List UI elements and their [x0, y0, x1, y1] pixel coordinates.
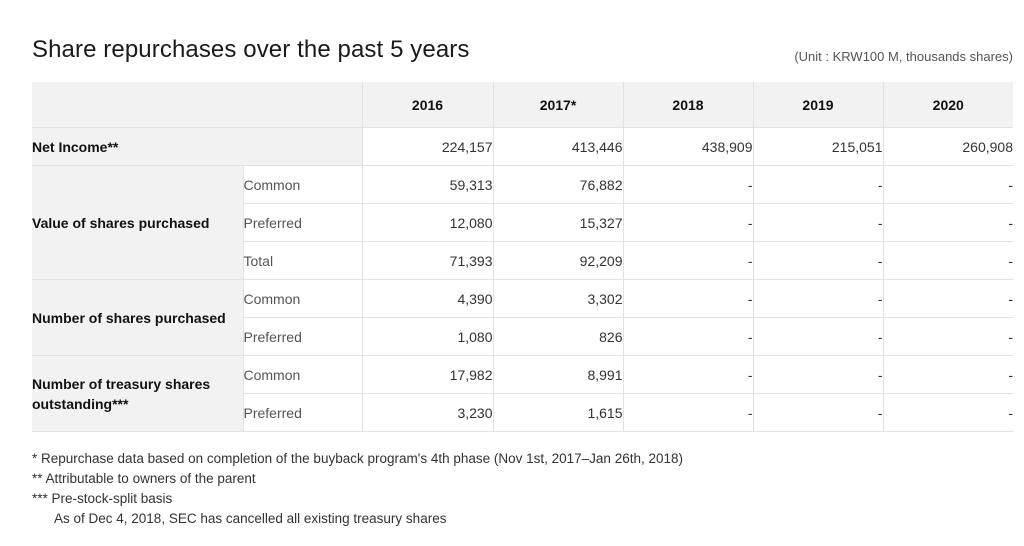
table-cell: -	[882, 355, 1013, 394]
table-row: Value of shares purchased Common 59,313 …	[32, 165, 1013, 280]
table-row: Preferred 3,230 1,615 - - -	[32, 393, 1013, 432]
unit-note: (Unit : KRW100 M, thousands shares)	[794, 49, 1013, 64]
header-row: 2016 2017* 2018 2019 2020	[32, 82, 1013, 128]
row-subheader: Preferred	[242, 203, 362, 242]
table-cell: 92,209	[492, 241, 623, 280]
year-header: 2018	[622, 82, 753, 128]
row-header-number-purchased: Number of shares purchased	[32, 279, 243, 356]
table-cell: -	[622, 241, 753, 280]
table-cell: -	[622, 203, 753, 242]
table-cell: 71,393	[361, 241, 493, 280]
table-cell: -	[622, 355, 753, 394]
table-cell: -	[752, 355, 883, 394]
table-cell: -	[752, 393, 883, 432]
table-row: Preferred 12,080 15,327 - - -	[32, 203, 1013, 242]
table-cell: -	[752, 165, 883, 204]
footnote: * Repurchase data based on completion of…	[32, 451, 683, 466]
header-corner	[32, 82, 362, 128]
row-subheader: Common	[242, 355, 362, 394]
table-row: Number of treasury shares outstanding***…	[32, 355, 1013, 432]
table-cell: 1,615	[492, 393, 623, 432]
row-subheader: Total	[242, 241, 362, 280]
table-cell: 15,327	[492, 203, 623, 242]
table-cell: -	[882, 203, 1013, 242]
table-cell: -	[882, 317, 1013, 356]
table-cell: -	[622, 317, 753, 356]
share-repurchase-table: 2016 2017* 2018 2019 2020 Net Income** 2…	[32, 82, 1013, 432]
table-row: Number of shares purchased Common 4,390 …	[32, 279, 1013, 356]
row-subheader: Common	[242, 279, 362, 318]
table-cell: -	[752, 203, 883, 242]
year-header: 2019	[752, 82, 883, 128]
table-row: Net Income** 224,157 413,446 438,909 215…	[32, 127, 1013, 166]
table-cell: -	[622, 279, 753, 318]
table-cell: 215,051	[752, 127, 883, 166]
table-cell: -	[622, 165, 753, 204]
table-cell: -	[882, 165, 1013, 204]
table-cell: 4,390	[361, 279, 493, 318]
table-cell: -	[882, 279, 1013, 318]
table-cell: 3,302	[492, 279, 623, 318]
row-subheader: Common	[242, 165, 362, 204]
table-cell: 413,446	[492, 127, 623, 166]
table-cell: -	[622, 393, 753, 432]
table-cell: 8,991	[492, 355, 623, 394]
row-header-value-purchased: Value of shares purchased	[32, 165, 243, 280]
footnote: *** Pre-stock-split basis	[32, 491, 173, 506]
table-row: Preferred 1,080 826 - - -	[32, 317, 1013, 356]
page-title: Share repurchases over the past 5 years	[32, 36, 470, 63]
table-cell: 17,982	[361, 355, 493, 394]
footnotes: * Repurchase data based on completion of…	[32, 449, 683, 529]
year-header: 2017*	[492, 82, 623, 128]
table-cell: 1,080	[361, 317, 493, 356]
table-cell: -	[752, 317, 883, 356]
year-header: 2016	[361, 82, 493, 128]
table-cell: -	[882, 393, 1013, 432]
footnote: ** Attributable to owners of the parent	[32, 471, 256, 486]
table-cell: -	[752, 241, 883, 280]
table-row: Total 71,393 92,209 - - -	[32, 241, 1013, 280]
table-cell: -	[882, 241, 1013, 280]
row-header-treasury: Number of treasury shares outstanding***	[32, 355, 243, 432]
table-cell: 59,313	[361, 165, 493, 204]
row-header-net-income: Net Income**	[32, 127, 362, 166]
table-cell: 3,230	[361, 393, 493, 432]
footnote: As of Dec 4, 2018, SEC has cancelled all…	[54, 511, 447, 526]
table-cell: 260,908	[882, 127, 1013, 166]
table-cell: 224,157	[361, 127, 493, 166]
table-cell: 76,882	[492, 165, 623, 204]
row-subheader: Preferred	[242, 317, 362, 356]
table-cell: -	[752, 279, 883, 318]
year-header: 2020	[882, 82, 1013, 128]
table-cell: 438,909	[622, 127, 753, 166]
row-subheader: Preferred	[242, 393, 362, 432]
table-cell: 826	[492, 317, 623, 356]
table-cell: 12,080	[361, 203, 493, 242]
